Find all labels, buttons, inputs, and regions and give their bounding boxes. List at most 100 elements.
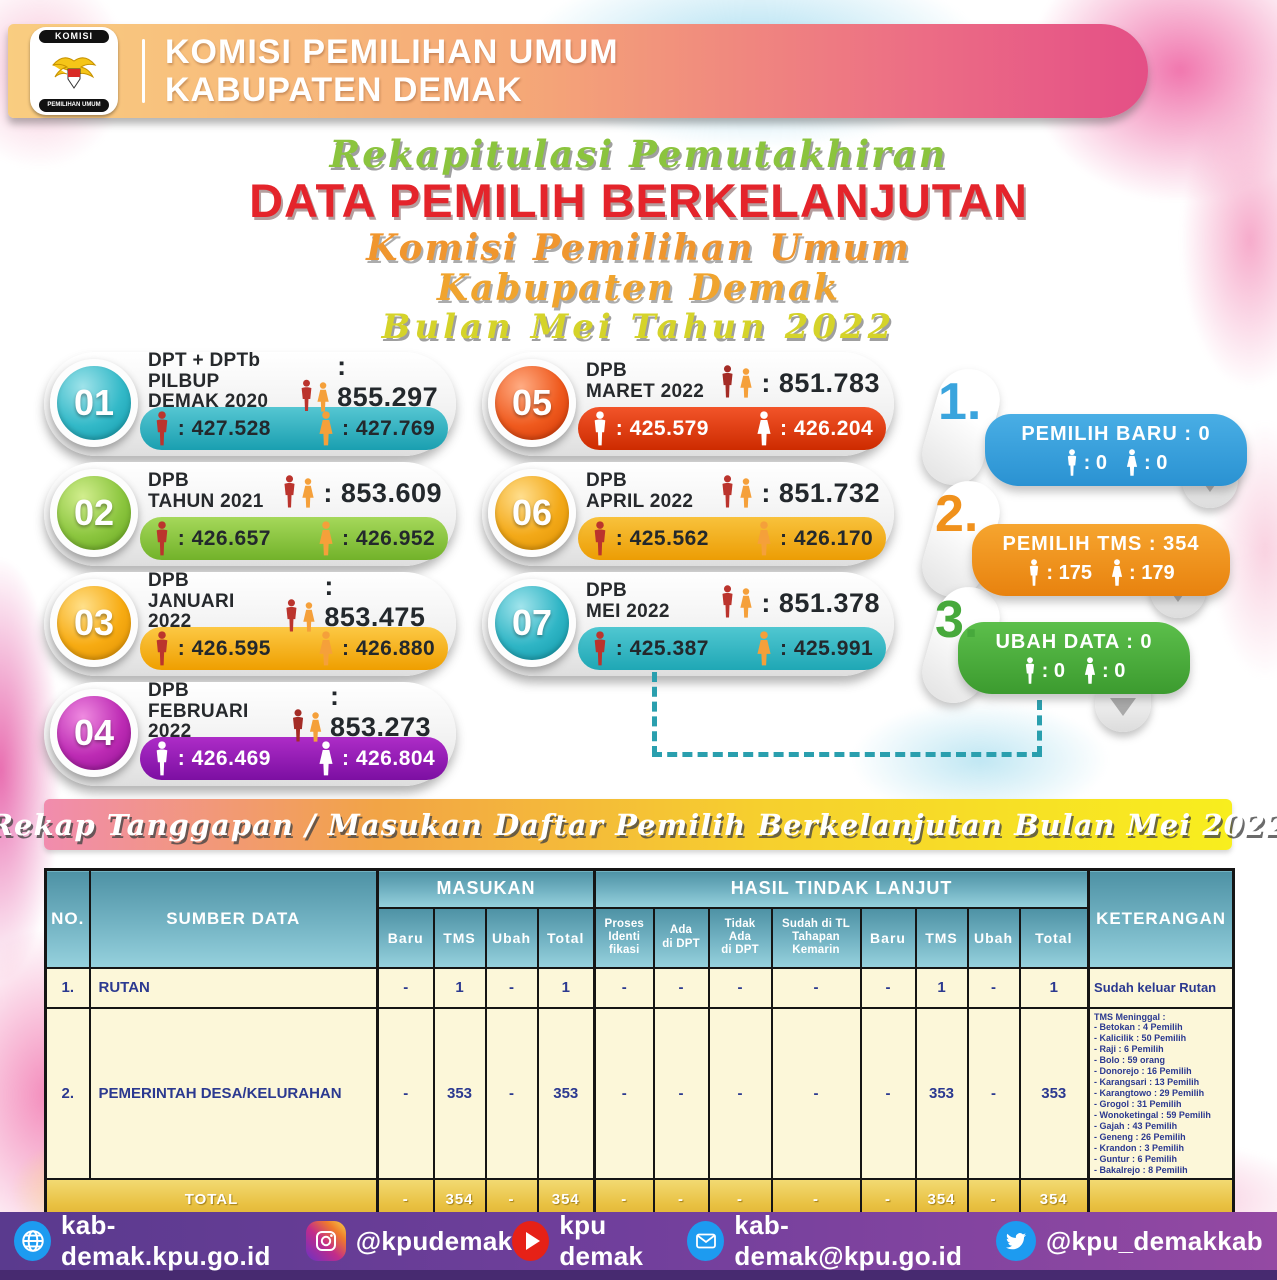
male-icon [1067, 449, 1076, 476]
card-number-badge: 03 [50, 579, 138, 667]
summary-number-1: 1. [938, 373, 982, 431]
header-org-line1: KOMISI PEMILIHAN UMUM [165, 32, 619, 71]
footer-instagram-label: @kpudemak [355, 1225, 513, 1256]
card-label-line1: DPB [586, 360, 628, 382]
card-label-line1: DPB [586, 470, 628, 492]
section-banner-text: Rekap Tanggapan / Masukan Daftar Pemilih… [0, 807, 1277, 842]
male-count: : 427.528 [177, 416, 271, 440]
male-count: : 425.579 [615, 416, 709, 440]
male-icon [156, 520, 168, 555]
female-icon [757, 630, 771, 665]
footer-twitter[interactable]: @kpu_demakkab [995, 1221, 1263, 1261]
female-icon [740, 478, 753, 508]
stat-card-07: : 425.387 : 425.991 07 DPB MEI 2022 : 85… [482, 572, 894, 676]
card-strip: : 425.579 : 426.204 [578, 407, 886, 450]
female-icon [317, 382, 329, 412]
card-header: DPB MEI 2022 : 851.378 [586, 579, 880, 625]
card-label: DPB TAHUN 2021 [148, 471, 264, 512]
footer-instagram[interactable]: @kpudemak [305, 1221, 513, 1261]
cell: - [376, 1006, 435, 1181]
female-icon [303, 602, 316, 632]
card-total: : 853.273 [290, 681, 442, 743]
col-header-sudah-di-tl: Sudah di TL Tahapan Kemarin [770, 906, 862, 969]
ribbon-stats: : 0 : 0 [1023, 657, 1125, 685]
female-count: : 0 [1144, 451, 1168, 474]
globe-icon [14, 1221, 52, 1261]
cell: - [484, 966, 539, 1009]
col-header-baru2: Baru [859, 906, 917, 969]
card-strip: : 425.562 : 426.170 [578, 517, 886, 560]
card-total: : 851.378 [719, 585, 880, 619]
col-header-tms2: TMS [914, 906, 969, 969]
cell: - [770, 966, 862, 1009]
footer-website[interactable]: kab-demak.kpu.go.id [14, 1210, 306, 1272]
female-count: : 426.804 [342, 746, 436, 770]
female-icon [740, 368, 753, 398]
card-total: : 853.475 [283, 571, 442, 633]
male-icon [594, 520, 606, 555]
title-line-3: Komisi Pemilihan Umum [366, 227, 911, 269]
male-icon [722, 585, 733, 618]
card-header: DPB FEBRUARI 2022 : 853.273 [148, 681, 442, 742]
ribbon-stats: : 175 : 179 [1027, 559, 1175, 587]
stat-card-03: : 426.595 : 426.880 03 DPB JANUARI 2022 … [44, 571, 456, 676]
card-label: DPB MARET 2022 [586, 361, 704, 402]
summary-ribbon-pemilih-baru: PEMILIH BARU : 0 : 0 : 0 [985, 414, 1247, 486]
male-count: : 0 [1041, 659, 1065, 682]
group-header-masukan: MASUKAN [376, 868, 596, 909]
title-line-2: DATA PEMILIH BERKELANJUTAN [249, 174, 1028, 227]
poster-title: Rekapitulasi Pemutakhiran DATA PEMILIH B… [0, 136, 1277, 345]
female-count: : 425.991 [780, 636, 874, 660]
header-org-line2: KABUPATEN DEMAK [165, 71, 523, 109]
cell: 353 [536, 1006, 596, 1181]
col-header-tidak-ada-di-dpt: Tidak Ada di DPT [707, 906, 773, 969]
female-icon [757, 520, 771, 555]
footer-youtube[interactable]: kpu demak [512, 1210, 687, 1272]
footer-email[interactable]: kab-demak@kpu.go.id [687, 1210, 996, 1272]
card-number-badge: 07 [488, 579, 576, 667]
col-header-no: NO. [44, 868, 91, 969]
female-icon [1126, 449, 1138, 476]
card-header: DPB JANUARI 2022 : 853.475 [148, 571, 442, 632]
card-number-badge: 06 [488, 469, 576, 557]
total-count: : 853.475 [324, 571, 426, 632]
cell: - [966, 966, 1021, 1009]
card-number: 07 [511, 602, 553, 643]
card-label-line2: FEBRUARI 2022 [148, 700, 249, 743]
female-count: : 426.204 [780, 416, 874, 440]
card-number: 05 [511, 382, 553, 423]
card-strip: : 426.657 : 426.952 [140, 517, 448, 560]
card-strip: : 425.387 : 425.991 [578, 627, 886, 670]
card-label-line2: MEI 2022 [586, 601, 670, 622]
cell: 353 [914, 1006, 969, 1181]
header-org-name: KOMISI PEMILIHAN UMUM KABUPATEN DEMAK [165, 33, 619, 109]
ribbon-stats: : 0 : 0 [1065, 449, 1168, 477]
female-icon [1111, 559, 1123, 586]
footer-twitter-label: @kpu_demakkab [1045, 1225, 1263, 1256]
total-count: : 851.783 [761, 368, 880, 398]
row-keterangan: TMS Meninggal : - Betokan : 4 Pemilih - … [1087, 1006, 1235, 1181]
card-label-line2: APRIL 2022 [586, 491, 694, 512]
cell: 1 [536, 966, 596, 1009]
col-header-total2: Total [1018, 906, 1090, 969]
male-icon [722, 365, 733, 398]
card-number-badge: 04 [50, 689, 138, 777]
card-label: DPB FEBRUARI 2022 [148, 681, 290, 743]
male-icon [1025, 657, 1034, 684]
card-label-line2: JANUARI 2022 [148, 590, 235, 633]
total-count: : 853.273 [329, 681, 432, 742]
cell: - [593, 966, 655, 1009]
garuda-icon [52, 57, 97, 89]
cell: 353 [1018, 1006, 1090, 1181]
col-header-keterangan: KETERANGAN [1087, 868, 1235, 969]
male-icon [722, 475, 733, 508]
triangle-down-icon [1110, 698, 1136, 716]
card-number: 04 [73, 712, 115, 753]
female-icon [319, 630, 333, 665]
kpu-logo-text-top: KOMISI [38, 30, 110, 43]
dashed-connector [652, 672, 657, 756]
card-number-badge: 02 [50, 469, 138, 557]
summary-number-2: 2. [935, 485, 979, 543]
male-icon [594, 410, 606, 445]
